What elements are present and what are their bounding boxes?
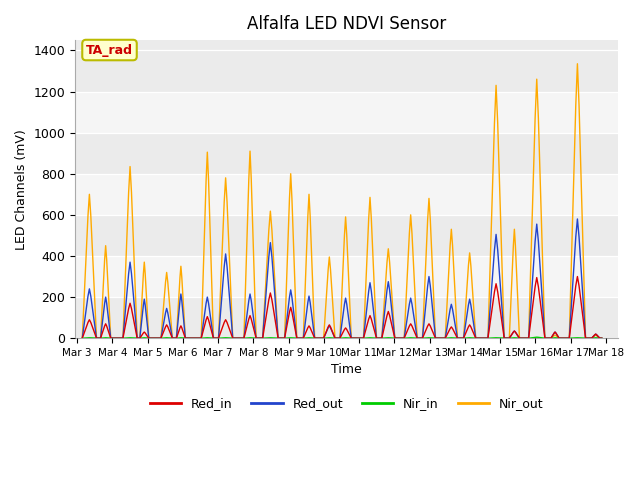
Red_in <box>293 336 301 341</box>
Nir_out <box>293 336 301 341</box>
Nir_out <box>205 177 212 183</box>
Red_in <box>79 336 86 341</box>
Bar <box>75 132 618 174</box>
Line: Red_out: Red_out <box>83 219 602 338</box>
Nir_in <box>79 336 86 341</box>
Nir_out <box>573 61 581 67</box>
Nir_out <box>434 336 442 341</box>
Red_in <box>502 336 510 341</box>
Red_in <box>205 317 212 323</box>
Legend: Red_in, Red_out, Nir_in, Nir_out: Red_in, Red_out, Nir_in, Nir_out <box>145 392 548 415</box>
Nir_out <box>502 336 510 341</box>
Bar <box>75 215 618 256</box>
Nir_in <box>598 336 605 341</box>
Red_out <box>79 336 86 341</box>
Nir_in <box>502 336 510 341</box>
Nir_in <box>533 334 541 340</box>
Nir_out <box>598 336 605 341</box>
Red_out <box>502 336 510 341</box>
Nir_out <box>79 336 86 341</box>
Title: Alfalfa LED NDVI Sensor: Alfalfa LED NDVI Sensor <box>247 15 446 33</box>
Red_in <box>275 336 282 341</box>
Text: TA_rad: TA_rad <box>86 44 133 57</box>
Red_in <box>598 336 605 341</box>
Red_out <box>293 336 301 341</box>
Red_out <box>385 279 392 285</box>
Red_out <box>573 216 581 222</box>
Y-axis label: LED Channels (mV): LED Channels (mV) <box>15 129 28 250</box>
Red_out <box>434 336 442 341</box>
Red_in <box>385 309 392 314</box>
Red_in <box>434 336 442 341</box>
Red_out <box>598 336 605 341</box>
Line: Nir_in: Nir_in <box>83 337 602 338</box>
Bar <box>75 40 618 92</box>
Bar <box>75 256 618 297</box>
Nir_in <box>205 335 212 341</box>
Nir_out <box>385 246 392 252</box>
Nir_out <box>275 336 282 341</box>
Nir_in <box>434 336 442 341</box>
Line: Nir_out: Nir_out <box>83 64 602 338</box>
Red_out <box>275 336 282 341</box>
Bar <box>75 92 618 132</box>
Nir_in <box>275 336 282 341</box>
Nir_in <box>293 336 301 341</box>
Bar <box>75 297 618 338</box>
Red_in <box>573 274 581 279</box>
X-axis label: Time: Time <box>332 363 362 376</box>
Nir_in <box>385 335 392 341</box>
Red_out <box>205 300 212 306</box>
Bar <box>75 174 618 215</box>
Line: Red_in: Red_in <box>83 276 602 338</box>
